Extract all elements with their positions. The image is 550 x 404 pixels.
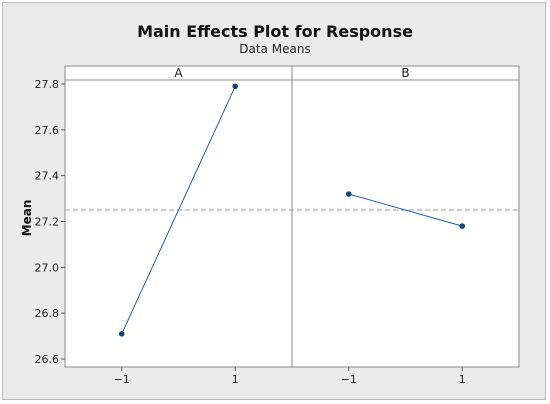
y-tick-label: 27.0 <box>35 261 60 274</box>
y-tick-label: 26.6 <box>35 353 60 366</box>
y-axis-title: Mean <box>20 200 34 237</box>
panel-b-strip <box>291 65 520 81</box>
y-tick-label: 27.4 <box>35 170 60 183</box>
data-point-b <box>459 223 466 229</box>
x-tick-label: −1 <box>114 373 130 386</box>
y-tick-label: 27.6 <box>35 124 60 137</box>
panels-group: A B 26.6 26.8 27.0 27.2 27.4 27.6 27.8 −1 1 −1 1 <box>35 65 520 386</box>
x-tick-label: 1 <box>459 373 466 386</box>
panel-a-background <box>64 79 293 368</box>
y-tick-label: 27.2 <box>35 216 60 229</box>
panel-a-label: A <box>174 66 183 80</box>
x-tick-label: −1 <box>341 373 357 386</box>
panel-b-label: B <box>401 66 409 80</box>
data-point-a <box>232 83 239 90</box>
series-line-b <box>348 193 463 227</box>
series-line-a <box>121 86 236 335</box>
data-point-a <box>118 330 125 337</box>
y-tick-label: 26.8 <box>35 307 60 320</box>
data-point-b <box>345 191 352 197</box>
x-tick-label: 1 <box>232 373 239 386</box>
chart-title: Main Effects Plot for Response <box>137 22 413 41</box>
y-tick-label: 27.8 <box>35 78 60 91</box>
panel-b-background <box>291 79 520 368</box>
chart-subtitle: Data Means <box>239 42 310 56</box>
